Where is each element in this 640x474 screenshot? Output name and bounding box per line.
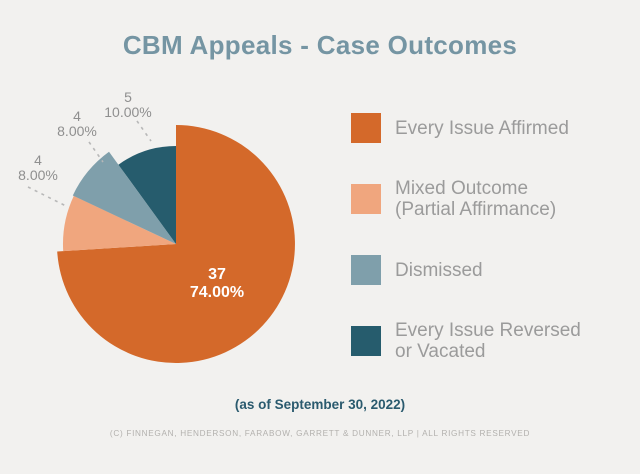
- leader-line-mixed-outcome: [27, 186, 67, 207]
- legend-label-line-1: Mixed Outcome: [395, 178, 529, 199]
- legend-item-every-issue-affirmed: Every Issue Affirmed: [351, 113, 569, 143]
- legend-swatch-mixed-outcome: [351, 184, 381, 214]
- legend-item-dismissed: Dismissed: [351, 255, 483, 285]
- copyright-notice: (C) FINNEGAN, HENDERSON, FARABOW, GARRET…: [109, 429, 531, 438]
- slice-count-value: 5: [124, 89, 132, 105]
- legend-label-line-2: or Vacated: [395, 341, 486, 362]
- slice-percent-value: 74.00%: [189, 284, 245, 301]
- leader-line-every-issue-reversed-or-vacated: [136, 120, 152, 142]
- as-of-date: (as of September 30, 2022): [234, 397, 406, 412]
- slice-count-value: 4: [73, 108, 81, 124]
- slice-label-dismissed: 4 8.00%: [57, 109, 97, 139]
- slice-count-value: 37: [208, 266, 226, 283]
- slice-count-value: 4: [34, 152, 42, 168]
- legend-swatch-dismissed: [351, 255, 381, 285]
- legend-label: Every Issue Affirmed: [395, 117, 569, 139]
- legend-label: Dismissed: [395, 259, 483, 281]
- pie-slice-dismissed: [72, 151, 176, 244]
- slice-label-mixed-outcome: 4 8.00%: [18, 153, 58, 183]
- slice-percent-value: 8.00%: [18, 167, 58, 183]
- legend-swatch-every-issue-reversed: [351, 326, 381, 356]
- pie-slice-every-issue-reversed-or-vacated: [118, 146, 176, 244]
- pie-slice-mixed-outcome: [62, 195, 176, 252]
- slice-label-every-issue-reversed: 5 10.00%: [104, 90, 151, 120]
- chart-title: CBM Appeals - Case Outcomes: [122, 30, 518, 60]
- pie-slice-every-issue-affirmed: [57, 125, 295, 363]
- legend-item-every-issue-reversed: Every Issue Reversed or Vacated: [351, 320, 581, 362]
- legend-swatch-every-issue-affirmed: [351, 113, 381, 143]
- slice-percent-value: 8.00%: [57, 123, 97, 139]
- legend-label-line-1: Every Issue Reversed: [395, 320, 581, 341]
- legend-label-line-2: (Partial Affirmance): [395, 199, 557, 220]
- legend-item-mixed-outcome: Mixed Outcome (Partial Affirmance): [351, 178, 556, 220]
- slice-label-every-issue-affirmed: 37 74.00%: [190, 266, 244, 302]
- slice-percent-value: 10.00%: [104, 104, 152, 120]
